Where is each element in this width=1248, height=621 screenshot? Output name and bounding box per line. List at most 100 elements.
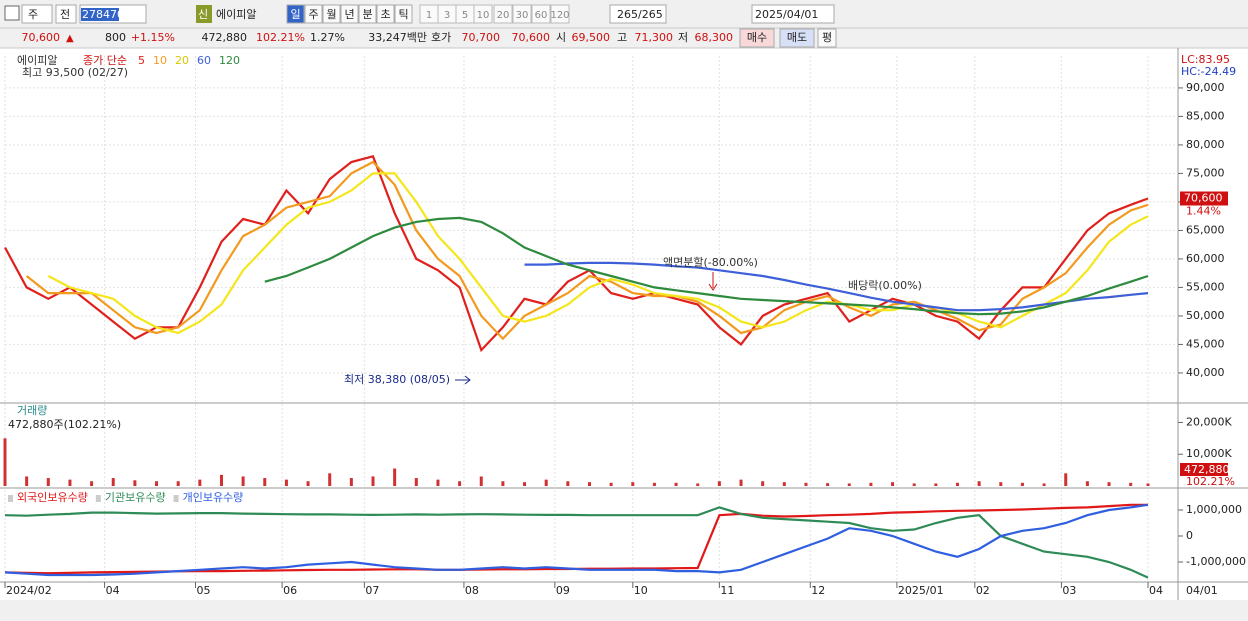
quote-turnover: 1.27% <box>310 31 345 44</box>
series-line <box>25 160 1149 341</box>
hc-label: HC:-24.49 <box>1181 65 1236 78</box>
tick-label: 5 <box>462 10 468 21</box>
legend-entry: 20 <box>175 54 189 67</box>
count-box <box>609 4 667 24</box>
avg-label: 평 <box>822 31 832 44</box>
y-tick-label: 75,000 <box>1186 166 1225 179</box>
buy-button[interactable] <box>739 28 775 48</box>
legend-entry: 60 <box>197 54 211 67</box>
stock-name: 에이피알 <box>216 7 256 21</box>
volume-bar <box>566 481 570 486</box>
legend-swatch <box>173 495 179 502</box>
interval-label: 틱 <box>398 8 408 21</box>
tick-button[interactable] <box>531 4 551 24</box>
code: 278470 <box>82 8 124 21</box>
code-highlight <box>81 8 119 21</box>
interval-label: 일 <box>290 7 300 21</box>
legend-entry: 외국인보유수량 <box>17 491 88 504</box>
interval-label: 주 <box>308 8 318 21</box>
x-tick-label: 02 <box>976 584 990 597</box>
annotation: 액면분할(-80.00%) <box>663 256 758 269</box>
volume-bar <box>1107 482 1111 486</box>
avg-button[interactable] <box>817 28 837 48</box>
menu-icon[interactable] <box>4 5 20 21</box>
volume-bar <box>544 479 548 486</box>
x-tick-label: 07 <box>365 584 379 597</box>
quote-ask: 70,700 <box>462 31 501 44</box>
prev-button[interactable] <box>55 4 77 24</box>
quote-price: 70,600 <box>22 31 61 44</box>
volume-bar <box>90 481 94 486</box>
y-tick-label: 20,000K <box>1186 415 1232 428</box>
tick-button[interactable] <box>473 4 493 24</box>
badge: 신 <box>198 8 208 21</box>
legend-entry: 5 <box>138 54 145 67</box>
volume-pct: 102.21% <box>1186 475 1235 488</box>
quote-volume-ratio: 102.21% <box>256 31 305 44</box>
legend-swatch <box>8 495 13 502</box>
volume-bar <box>479 476 483 486</box>
series-line <box>47 172 1149 335</box>
volume-bar <box>739 479 743 486</box>
tick-label: 30 <box>516 10 529 21</box>
interval-button[interactable] <box>286 4 305 24</box>
toolbar-buttons: 일 주 월 년 분 초 틱 1 3 5 10 20 30 60 120 <box>286 4 570 24</box>
y-tick-label: 10,000K <box>1186 447 1232 460</box>
x-tick-label: 2025/01 <box>898 584 944 597</box>
legend-entry: 기관보유수량 <box>105 491 166 504</box>
volume-bar <box>501 481 505 486</box>
x-tick-label: 10 <box>634 584 648 597</box>
y-tick-label: 85,000 <box>1186 109 1225 122</box>
y-tick-label: 45,000 <box>1186 337 1225 350</box>
tick-button[interactable] <box>550 4 570 24</box>
x-tick-label: 11 <box>720 584 734 597</box>
volume-bar <box>804 482 808 486</box>
annotation: 최고 93,500 (02/27) <box>22 66 128 79</box>
interval-label: 분 <box>362 8 372 21</box>
interval-button[interactable] <box>376 4 395 24</box>
interval-button[interactable] <box>304 4 323 24</box>
split-marker <box>708 272 718 291</box>
date-input[interactable] <box>751 4 835 24</box>
interval-label: 년 <box>344 8 354 21</box>
x-tick-label: 05 <box>197 584 211 597</box>
legend-swatch <box>95 495 101 502</box>
volume-bar <box>523 482 527 486</box>
volume-bar <box>782 482 786 486</box>
volume-bar <box>869 482 873 486</box>
volume-bar <box>761 481 765 486</box>
y-tick-label: 50,000 <box>1186 309 1225 322</box>
x-tick-label: 09 <box>556 584 570 597</box>
tick-button[interactable] <box>493 4 513 24</box>
volume-bar <box>847 483 851 486</box>
x-tick-label: 06 <box>283 584 297 597</box>
lc-label: LC:83.95 <box>1181 53 1230 66</box>
interval-label: 월 <box>326 8 336 21</box>
volume-bar <box>349 478 353 486</box>
volume-bar <box>891 482 895 486</box>
volume-bar <box>176 481 180 486</box>
interval-button[interactable] <box>358 4 377 24</box>
y-tick-label: -1,000,000 <box>1186 555 1246 568</box>
interval-button[interactable] <box>340 4 359 24</box>
interval-button[interactable] <box>394 4 413 24</box>
count: 265 <box>617 8 638 21</box>
tick-button[interactable] <box>512 4 532 24</box>
annotation-arrow <box>455 375 471 385</box>
volume-bar <box>3 438 7 486</box>
interval-button[interactable] <box>322 4 341 24</box>
period-select[interactable] <box>21 4 53 24</box>
scrollbar[interactable] <box>0 600 1248 621</box>
volume-bar <box>587 482 591 486</box>
volume-bar <box>241 476 245 486</box>
x-tick-label: 03 <box>1062 584 1076 597</box>
quote-high-label: 고 <box>617 31 627 44</box>
volume-bar <box>999 482 1003 486</box>
tick-label: 1 <box>426 10 432 21</box>
volume-bar <box>219 474 223 486</box>
sell-button[interactable] <box>779 28 815 48</box>
legend-entry: 10 <box>153 54 167 67</box>
volume-bar <box>414 478 418 486</box>
